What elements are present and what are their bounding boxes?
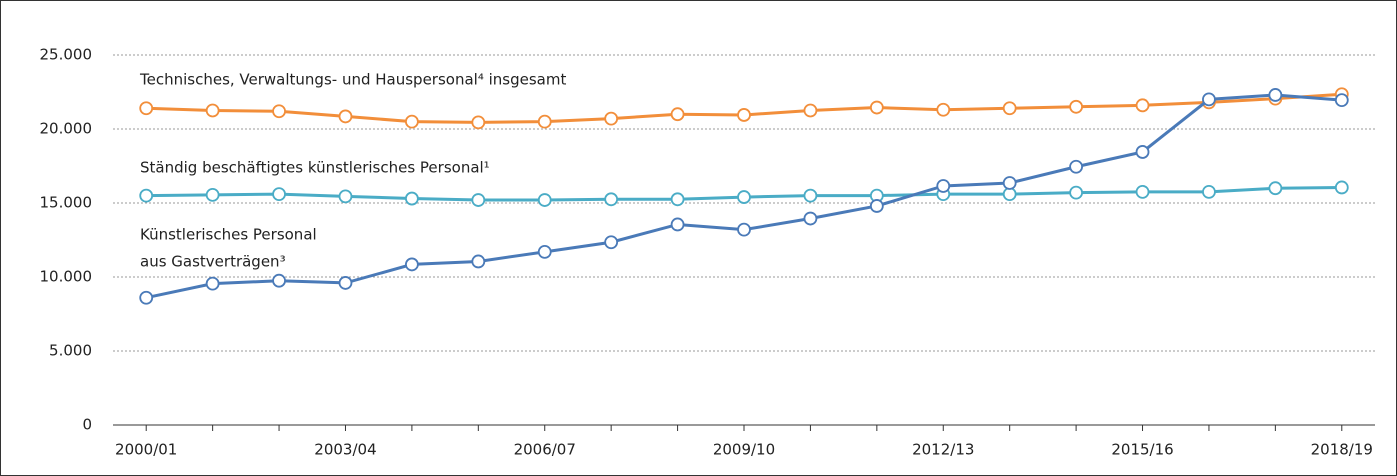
point [1202, 92, 1216, 107]
point [604, 111, 619, 126]
y-tick-label: 15.000 [40, 194, 93, 212]
point [1334, 180, 1349, 195]
point [1202, 184, 1216, 199]
point [471, 115, 486, 130]
point [803, 211, 818, 226]
series-label: aus Gastverträgen³ [140, 253, 286, 271]
point [537, 244, 552, 259]
x-tick-label: 2012/13 [912, 441, 974, 459]
point [1135, 184, 1150, 199]
point [404, 114, 419, 129]
point [537, 193, 552, 207]
x-tick-label: 2003/04 [314, 441, 376, 459]
point [803, 103, 818, 118]
point [205, 187, 220, 202]
y-tick-label: 10.000 [40, 268, 93, 286]
point [869, 100, 884, 115]
point [670, 217, 685, 232]
point [936, 102, 951, 117]
point [139, 188, 154, 203]
point [338, 109, 353, 124]
point [936, 179, 951, 193]
point [272, 273, 286, 288]
point [338, 189, 353, 204]
point [1069, 159, 1084, 174]
point [537, 114, 552, 129]
x-tick-label: 2015/16 [1111, 441, 1173, 459]
x-tick-label: 2006/07 [514, 441, 576, 459]
point [1268, 88, 1283, 102]
point [604, 192, 619, 207]
point [670, 107, 685, 122]
point [604, 235, 619, 250]
point [404, 257, 419, 272]
x-tick-label: 2000/01 [115, 441, 177, 459]
y-tick-label: 0 [82, 416, 92, 434]
x-tick-label: 2018/19 [1311, 441, 1373, 459]
x-tick-label: 2009/10 [713, 441, 775, 459]
point [1268, 181, 1283, 196]
point [1135, 145, 1150, 159]
point [272, 104, 286, 119]
point [338, 276, 353, 290]
point [471, 254, 486, 269]
point [205, 103, 220, 118]
series-label: Technisches, Verwaltungs- und Hausperson… [139, 71, 566, 89]
series-label: Künstlerisches Personal [140, 226, 317, 244]
point [803, 188, 818, 203]
point [737, 222, 751, 237]
point [1002, 101, 1017, 116]
point [471, 193, 486, 207]
point [670, 192, 685, 207]
point [737, 190, 751, 204]
point [139, 290, 154, 305]
point [1069, 185, 1084, 200]
point [737, 108, 751, 122]
point [1334, 93, 1349, 108]
point [272, 187, 286, 202]
point [205, 276, 220, 291]
y-tick-label: 25.000 [40, 46, 93, 64]
point [139, 101, 154, 116]
point [1002, 176, 1017, 190]
point [1069, 99, 1084, 114]
series-label: Ständig beschäftigtes künstlerisches Per… [140, 159, 490, 177]
y-tick-label: 5.000 [49, 342, 92, 360]
point [869, 199, 884, 213]
point [404, 191, 419, 206]
y-tick-label: 20.000 [40, 120, 93, 138]
point [1135, 98, 1150, 113]
